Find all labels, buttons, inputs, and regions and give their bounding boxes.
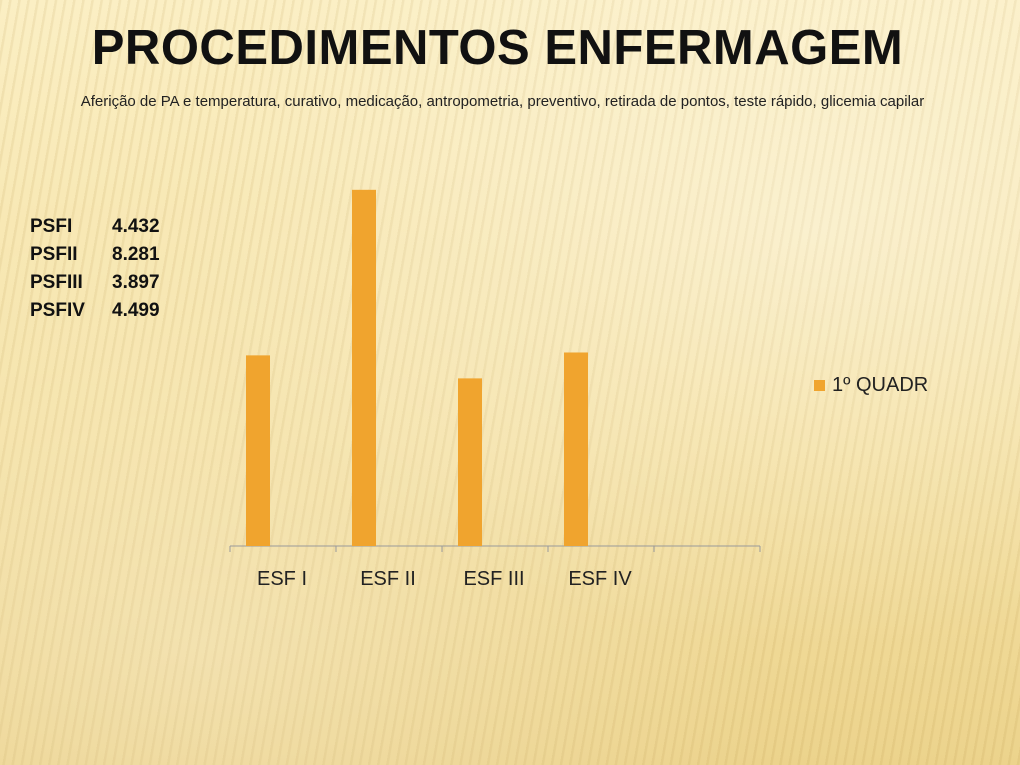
stat-value: 8.281 bbox=[112, 244, 160, 265]
stat-name: PSFI bbox=[30, 216, 73, 237]
bar-esf-ii bbox=[352, 189, 376, 546]
bar-esf-iv bbox=[564, 352, 588, 546]
stat-value: 4.432 bbox=[112, 216, 160, 237]
x-tick-label: ESF IV bbox=[568, 568, 632, 590]
stat-name: PSFIII bbox=[30, 272, 83, 293]
stat-row-psfi: PSFI 4.432 bbox=[30, 213, 160, 241]
stat-name: PSFIV bbox=[30, 300, 85, 321]
stat-value: 4.499 bbox=[112, 300, 160, 321]
stat-row-psfiv: PSFIV 4.499 bbox=[30, 297, 160, 325]
legend-swatch bbox=[814, 380, 825, 391]
bar-esf-i bbox=[246, 355, 270, 546]
stat-value: 3.897 bbox=[112, 272, 160, 293]
bar-esf-iii bbox=[458, 378, 482, 546]
stat-name: PSFII bbox=[30, 244, 78, 265]
stat-row-psfiii: PSFIII 3.897 bbox=[30, 269, 160, 297]
page-title: PROCEDIMENTOS ENFERMAGEM bbox=[91, 21, 904, 75]
x-tick-label: ESF III bbox=[463, 568, 524, 590]
x-tick-label: ESF II bbox=[360, 568, 416, 590]
stats-list: PSFI 4.432 PSFII 8.281 PSFIII 3.897 PSFI… bbox=[30, 213, 160, 325]
stat-row-psfii: PSFII 8.281 bbox=[30, 241, 160, 269]
chart-legend: 1º QUADR bbox=[814, 374, 928, 397]
legend-label: 1º QUADR bbox=[832, 374, 929, 396]
page-subtitle: Aferição de PA e temperatura, curativo, … bbox=[80, 93, 925, 110]
x-tick-label: ESF I bbox=[257, 568, 307, 590]
